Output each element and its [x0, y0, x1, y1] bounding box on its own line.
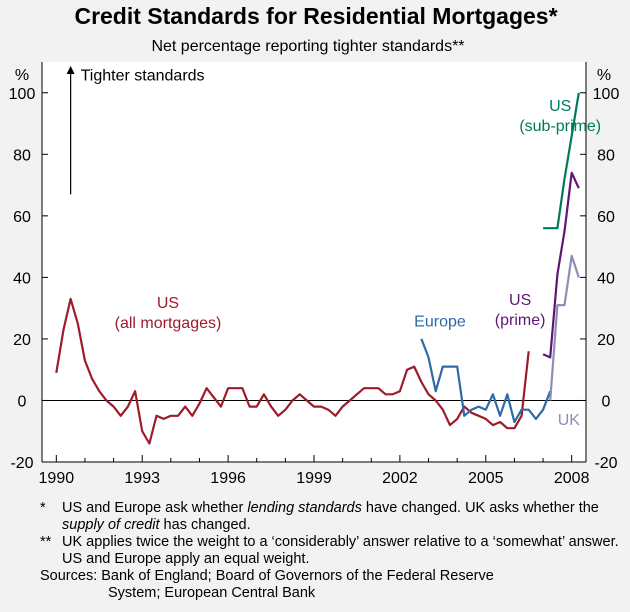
y-tick-label-left: 100: [9, 86, 36, 103]
series-label-line: (all mortgages): [115, 315, 222, 332]
tighter-arrow-head: [66, 66, 75, 74]
series-label-1: Europe: [414, 314, 466, 331]
footnotes: * US and Europe ask whether lending stan…: [40, 500, 625, 602]
y-tick-label-right: 100: [593, 86, 620, 103]
y-tick-label-right: -20: [594, 455, 617, 472]
footnote-1-part: US and Europe ask whether: [62, 500, 248, 516]
y-tick-label-left: 40: [13, 270, 31, 287]
series-label-line: (sub-prime): [519, 118, 601, 135]
chart-subtitle: Net percentage reporting tighter standar…: [151, 38, 464, 55]
series-line-2: [543, 92, 580, 230]
y-axis-unit-left: %: [15, 67, 29, 84]
sources-line-1: Bank of England; Board of Governors of t…: [101, 568, 494, 584]
footnote-2: ** UK applies twice the weight to a ‘con…: [40, 534, 625, 568]
x-tick-label: 1993: [124, 470, 160, 487]
tighter-standards-annotation: Tighter standards: [81, 67, 205, 84]
series-label-line: US: [157, 295, 179, 312]
footnote-1-text: US and Europe ask whether lending standa…: [62, 500, 625, 534]
series-line-3: [542, 171, 580, 359]
x-tick-label: 2002: [382, 470, 418, 487]
footnote-1-emphasis: supply of credit: [62, 517, 160, 533]
series-line-0: [55, 297, 530, 445]
sources: Sources: Bank of England; Board of Gover…: [40, 568, 625, 585]
series-label-line: (prime): [495, 312, 546, 329]
footnote-1-part: has changed.: [159, 517, 251, 533]
series-label-line: Europe: [414, 314, 466, 331]
footnote-1-mark: *: [40, 500, 46, 516]
y-tick-label-right: 40: [597, 270, 615, 287]
footnote-2-text: UK applies twice the weight to a ‘consid…: [62, 534, 619, 567]
y-tick-label-right: 0: [602, 393, 611, 410]
series-label-2: US (sub-prime): [519, 98, 601, 135]
series-label-3: US (prime): [495, 292, 546, 329]
series-label-line: US: [549, 98, 571, 115]
footnote-1-emphasis: lending standards: [247, 500, 362, 516]
y-tick-label-left: 80: [13, 147, 31, 164]
series-label-0: US (all mortgages): [115, 295, 222, 332]
chart-title: Credit Standards for Residential Mortgag…: [74, 3, 557, 29]
y-tick-label-left: 60: [13, 209, 31, 226]
series-label-line: US: [509, 292, 531, 309]
footnote-2-mark: **: [40, 534, 52, 550]
chart: Credit Standards for Residential Mortgag…: [9, 3, 620, 487]
y-tick-label-left: -20: [10, 455, 33, 472]
sources-line-2: System; European Central Bank: [108, 585, 316, 601]
series-line-1: [420, 338, 552, 424]
series-label-line: UK: [558, 412, 581, 429]
footnote-1-part: have changed. UK asks whether the: [361, 500, 599, 516]
y-axis-unit-right: %: [597, 67, 611, 84]
x-tick-label: 2005: [468, 470, 504, 487]
footnote-1: * US and Europe ask whether lending stan…: [40, 500, 625, 534]
x-tick-label: 2008: [554, 470, 590, 487]
x-tick-label: 1996: [210, 470, 246, 487]
y-tick-label-right: 80: [597, 147, 615, 164]
y-tick-label-left: 0: [18, 393, 27, 410]
sources-label: Sources:: [40, 568, 102, 584]
x-tick-label: 1990: [39, 470, 75, 487]
series-line-4: [549, 254, 580, 401]
series-label-4: UK: [558, 412, 581, 429]
y-tick-label-right: 60: [597, 209, 615, 226]
y-tick-label-right: 20: [597, 332, 615, 349]
x-tick-label: 1999: [296, 470, 332, 487]
y-tick-label-left: 20: [13, 332, 31, 349]
